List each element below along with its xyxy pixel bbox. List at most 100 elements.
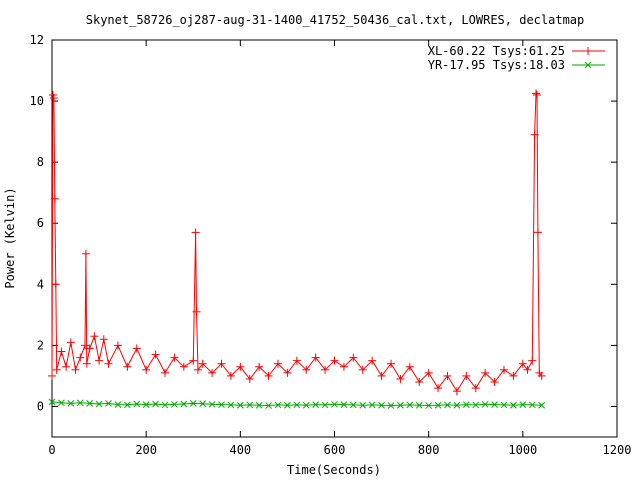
data-point (424, 368, 433, 377)
data-point (532, 90, 541, 99)
data-point (444, 401, 451, 409)
data-point (114, 401, 122, 408)
data-point (226, 371, 235, 380)
data-point (321, 365, 330, 374)
data-point (208, 400, 216, 408)
data-point (161, 401, 169, 409)
y-tick-label: 10 (30, 94, 44, 108)
data-point (180, 400, 188, 408)
data-point (76, 399, 84, 407)
data-point (368, 401, 376, 409)
data-point (396, 374, 405, 383)
data-point (377, 371, 386, 380)
data-point (95, 356, 104, 365)
data-point (358, 365, 367, 374)
x-tick-label: 800 (418, 443, 440, 457)
data-point (500, 365, 508, 374)
data-point (397, 401, 404, 409)
data-point (434, 384, 443, 393)
data-point (532, 89, 541, 98)
data-point (245, 374, 254, 383)
data-point (311, 353, 320, 362)
data-point (161, 368, 169, 377)
y-tick-label: 2 (37, 338, 44, 352)
data-point (199, 400, 207, 408)
series-line (51, 91, 543, 393)
data-point (264, 371, 273, 380)
data-point (49, 94, 58, 103)
y-tick-label: 12 (30, 33, 44, 47)
series-1 (48, 398, 546, 409)
legend-label: XL-60.22 Tsys:61.25 (428, 44, 565, 58)
data-point (99, 335, 108, 344)
x-axis: 0 200 400 600 800 1000 1200 (48, 40, 631, 457)
data-point (246, 401, 254, 409)
data-point (293, 401, 301, 409)
data-point (349, 401, 357, 409)
data-point (142, 365, 151, 374)
data-point (105, 400, 112, 407)
data-point (189, 400, 197, 407)
data-point (62, 362, 71, 371)
data-point (368, 356, 377, 365)
data-point (387, 359, 395, 368)
x-tick-label: 600 (324, 443, 346, 457)
data-point (462, 371, 471, 380)
data-point (113, 341, 122, 350)
data-point (236, 401, 244, 409)
y-tick-label: 8 (37, 155, 44, 169)
data-point (133, 400, 141, 408)
data-point (481, 368, 490, 377)
data-point (227, 401, 235, 409)
series-layer (48, 89, 546, 409)
data-point (71, 365, 80, 374)
data-point (528, 356, 537, 365)
data-point (321, 401, 329, 409)
data-point (86, 400, 94, 407)
data-point (152, 400, 159, 408)
data-point (415, 401, 423, 409)
data-point (481, 400, 489, 408)
x-tick-label: 0 (48, 443, 55, 457)
plot-frame (51, 39, 618, 438)
x-axis-label: Time(Seconds) (287, 463, 381, 477)
data-point (415, 378, 424, 387)
data-point (284, 401, 291, 409)
data-point (255, 362, 264, 371)
data-point (170, 353, 179, 362)
data-point (331, 400, 338, 408)
y-tick-label: 0 (37, 399, 44, 413)
x-tick-label: 1000 (508, 443, 537, 457)
data-point (67, 400, 75, 407)
data-point (50, 194, 59, 203)
data-point (48, 371, 56, 380)
y-tick-label: 6 (37, 216, 44, 230)
data-point (510, 401, 517, 409)
data-point (339, 362, 348, 371)
x-tick-label: 200 (135, 443, 157, 457)
data-point (95, 400, 103, 408)
data-point (462, 401, 470, 408)
data-point (302, 401, 310, 409)
data-point (519, 401, 527, 408)
x-tick-label: 1200 (603, 443, 632, 457)
data-point (58, 399, 65, 407)
data-point (52, 365, 61, 374)
data-point (312, 401, 320, 408)
data-point (500, 401, 508, 409)
data-point (142, 401, 150, 408)
data-point (192, 307, 201, 316)
data-point (189, 356, 198, 365)
data-point (81, 249, 90, 258)
legend-marker (584, 47, 592, 55)
legend-label: YR-17.95 Tsys:18.03 (428, 58, 565, 72)
data-point (76, 353, 85, 362)
data-point (434, 401, 442, 409)
data-point (452, 387, 461, 396)
data-point (274, 359, 282, 368)
data-point (292, 356, 301, 365)
data-point (518, 359, 527, 368)
data-point (274, 401, 282, 409)
data-point (90, 332, 99, 341)
